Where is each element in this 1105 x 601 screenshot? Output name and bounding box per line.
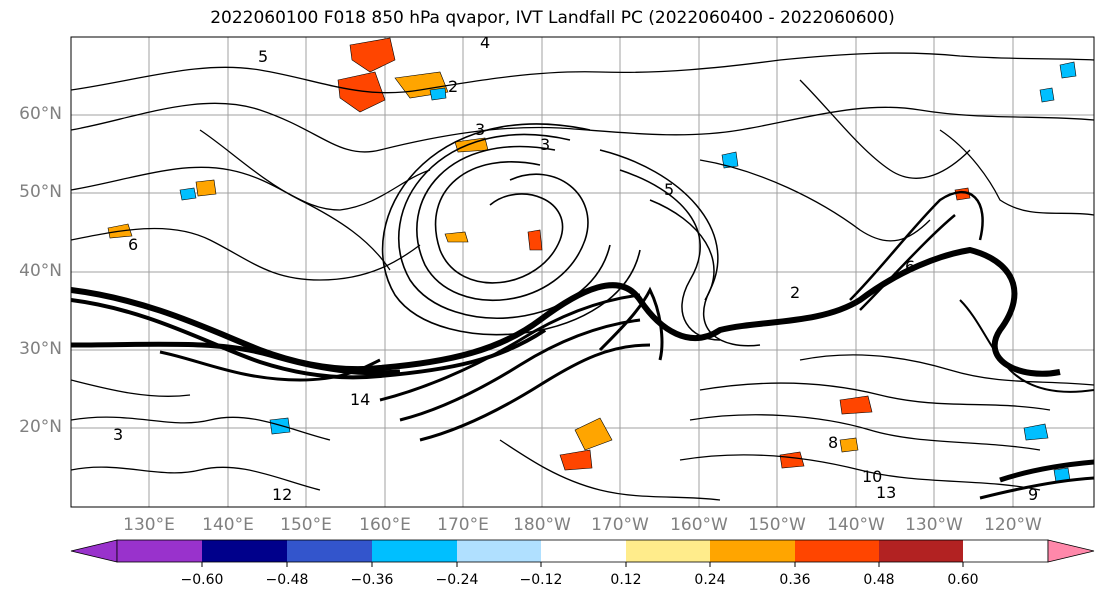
lon-label: 170°W [591, 515, 649, 535]
lon-label: 130°W [905, 515, 963, 535]
colorbar-segment [541, 540, 626, 562]
contour-label: 8 [828, 433, 838, 452]
colorbar-segment [202, 540, 287, 562]
map-frame [70, 36, 1095, 508]
lon-label: 150°E [280, 515, 332, 535]
lon-label: 150°W [748, 515, 806, 535]
colorbar-segment [879, 540, 963, 562]
colorbar-tick-label: −0.48 [265, 572, 309, 588]
lat-label: 60°N [19, 104, 62, 124]
contour-labels: 4 5 3 3 2 5 6 2 14 12 13 10 8 9 6 3 [113, 33, 1038, 504]
colorbar-segment [372, 540, 457, 562]
contour-label: 4 [480, 33, 490, 52]
colorbar [70, 539, 1095, 567]
colorbar-tick-label: 0.36 [779, 572, 811, 588]
contour-label: 6 [128, 235, 138, 254]
contour-label: 9 [1028, 485, 1038, 504]
contour-label: 10 [862, 467, 882, 486]
contour-label: 5 [664, 180, 674, 199]
lon-label: 130°E [123, 515, 175, 535]
colorbar-tick-label: −0.12 [519, 572, 563, 588]
lon-label: 160°W [670, 515, 728, 535]
colorbar-tick-label: −0.36 [350, 572, 394, 588]
colorbar-tick-label: 0.24 [694, 572, 726, 588]
contour-field [71, 52, 1094, 501]
colorbar-segment [710, 540, 795, 562]
colorbar-segment [117, 540, 202, 562]
contour-label: 3 [475, 120, 485, 139]
figure-title: 2022060100 F018 850 hPa qvapor, IVT Land… [210, 8, 895, 28]
colorbar-extend-low [70, 539, 118, 563]
lon-label: 180°W [513, 515, 571, 535]
contour-label: 12 [272, 485, 292, 504]
colorbar-tick-label: 0.60 [947, 572, 979, 588]
lon-label: 140°W [827, 515, 885, 535]
lat-label: 40°N [19, 261, 62, 281]
lon-label: 120°W [984, 515, 1042, 535]
contour-label: 6 [905, 257, 915, 276]
contour-label: 3 [540, 135, 550, 154]
colorbar-segment [626, 540, 710, 562]
colorbar-segment [795, 540, 879, 562]
contour-label: 3 [113, 425, 123, 444]
lon-label: 160°E [359, 515, 411, 535]
colorbar-segments [116, 539, 1049, 563]
lon-label: 140°E [202, 515, 254, 535]
lat-label: 30°N [19, 339, 62, 359]
colorbar-extend-high [1047, 539, 1095, 563]
lat-label: 50°N [19, 182, 62, 202]
colorbar-tick-label: −0.60 [180, 572, 224, 588]
contour-label: 14 [350, 390, 370, 409]
colorbar-tick-label: 0.48 [863, 572, 895, 588]
colorbar-segment [457, 540, 541, 562]
contour-label: 13 [876, 483, 896, 502]
contour-label: 5 [258, 47, 268, 66]
contour-label: 2 [790, 283, 800, 302]
colorbar-tick-label: −0.24 [435, 572, 479, 588]
gridlines [71, 37, 1094, 507]
lon-label: 170°E [437, 515, 489, 535]
colorbar-tick-label: 0.12 [610, 572, 642, 588]
lat-label: 20°N [19, 417, 62, 437]
contour-label: 2 [448, 77, 458, 96]
map-panel: 4 5 3 3 2 5 6 2 14 12 13 10 8 9 6 3 [71, 33, 1094, 507]
colorbar-segment [287, 540, 372, 562]
